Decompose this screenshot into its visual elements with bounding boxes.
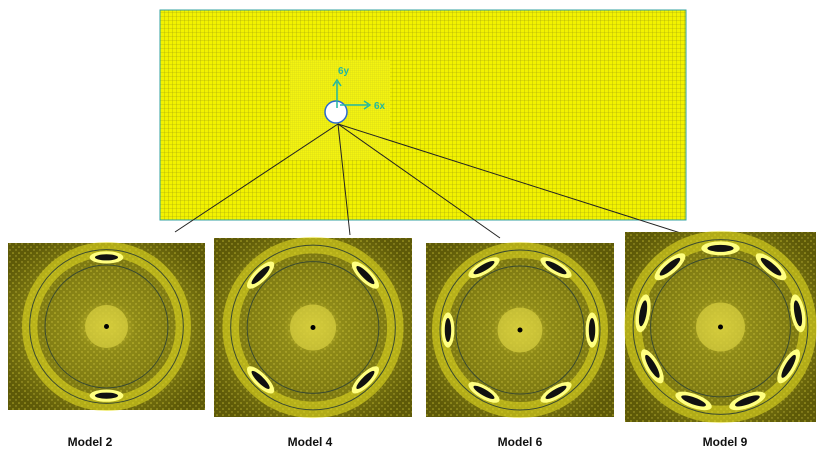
figure: 6y 6x Model 2 Model 4 Model 6 Model 9 (0, 0, 819, 452)
cylinder (104, 324, 109, 329)
model-label: Model 4 (288, 435, 333, 449)
slot (589, 318, 595, 342)
slot (445, 318, 451, 342)
model-label: Model 2 (68, 435, 113, 449)
mesh-domain: 6y 6x (160, 10, 686, 220)
model-panel: Model 6 (426, 243, 614, 449)
y-label: 6y (338, 66, 350, 77)
cylinder (718, 325, 723, 330)
cylinder (518, 328, 523, 333)
slot (707, 245, 733, 252)
cylinder (311, 325, 316, 330)
model-panel: Model 2 (8, 243, 205, 449)
model-label: Model 6 (498, 435, 543, 449)
slot (95, 393, 118, 399)
model-panel: Model 9 (625, 232, 816, 449)
model-panels: Model 2 Model 4 Model 6 Model 9 (8, 232, 816, 449)
model-label: Model 9 (703, 435, 748, 449)
slot (95, 254, 118, 260)
model-panel: Model 4 (214, 238, 412, 449)
x-label: 6x (374, 101, 386, 112)
mesh-outer (160, 10, 686, 220)
